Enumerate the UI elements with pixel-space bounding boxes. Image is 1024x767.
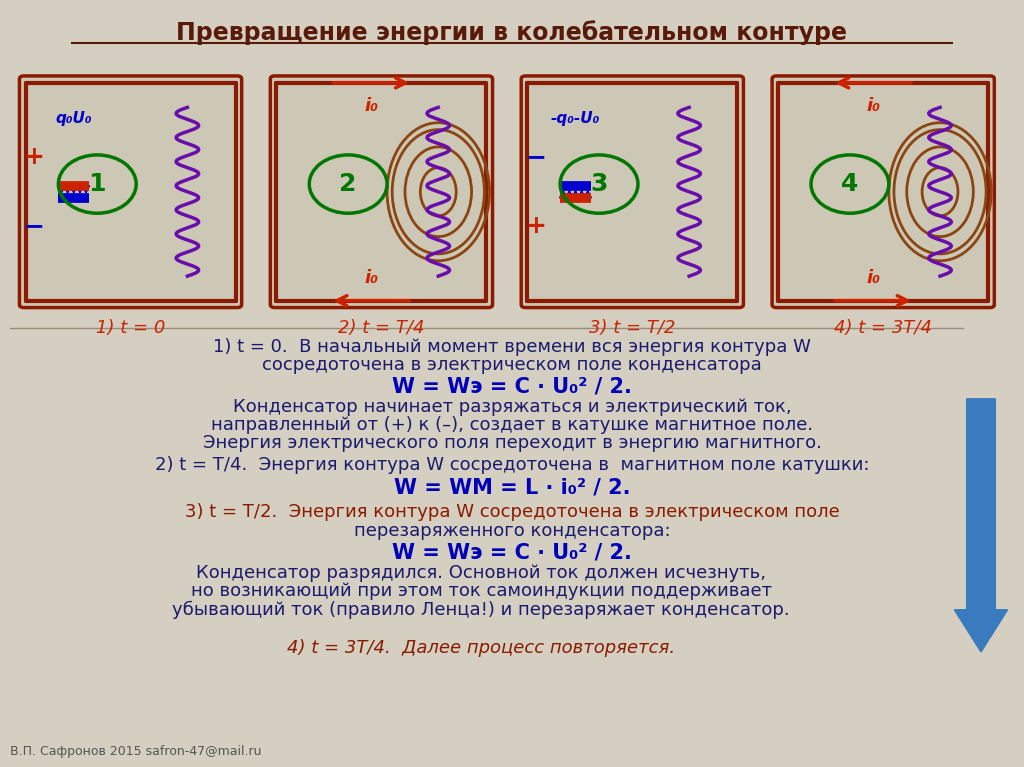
Text: 3) t = T/2: 3) t = T/2: [589, 319, 676, 337]
Text: 1) t = 0.  В начальный момент времени вся энергия контура W: 1) t = 0. В начальный момент времени вся…: [213, 337, 811, 356]
Text: W = WМ = L · i₀² / 2.: W = WМ = L · i₀² / 2.: [394, 478, 630, 498]
Text: сосредоточена в электрическом поле конденсатора: сосредоточена в электрическом поле конде…: [262, 356, 762, 374]
Text: 1: 1: [88, 172, 106, 196]
Text: 3: 3: [591, 172, 607, 196]
Text: −: −: [525, 145, 546, 170]
Text: i₀: i₀: [365, 97, 378, 115]
Text: но возникающий при этом ток самоиндукции поддерживает: но возникающий при этом ток самоиндукции…: [190, 582, 772, 601]
Text: В.П. Сафронов 2015 safron-47@mail.ru: В.П. Сафронов 2015 safron-47@mail.ru: [10, 745, 262, 758]
Text: 3) t = T/2.  Энергия контура W сосредоточена в электрическом поле: 3) t = T/2. Энергия контура W сосредоточ…: [184, 503, 840, 522]
Text: Конденсатор разрядился. Основной ток должен исчезнуть,: Конденсатор разрядился. Основной ток дол…: [197, 564, 766, 582]
Text: −: −: [24, 214, 44, 239]
Text: 4) t = 3T/4: 4) t = 3T/4: [835, 319, 932, 337]
Text: перезаряженного конденсатора:: перезаряженного конденсатора:: [353, 522, 671, 540]
Text: 2: 2: [340, 172, 356, 196]
Text: 2) t = T/4: 2) t = T/4: [338, 319, 425, 337]
FancyBboxPatch shape: [270, 76, 493, 308]
Text: q₀U₀: q₀U₀: [55, 111, 92, 127]
Text: убывающий ток (правило Ленца!) и перезаряжает конденсатор.: убывающий ток (правило Ленца!) и перезар…: [172, 601, 791, 619]
FancyBboxPatch shape: [772, 76, 994, 308]
Text: Энергия электрического поля переходит в энергию магнитного.: Энергия электрического поля переходит в …: [203, 434, 821, 453]
Text: +: +: [525, 214, 546, 239]
Text: направленный от (+) к (–), создает в катушке магнитное поле.: направленный от (+) к (–), создает в кат…: [211, 416, 813, 434]
Text: +: +: [24, 145, 44, 170]
FancyArrow shape: [954, 399, 1008, 652]
Text: 4: 4: [842, 172, 858, 196]
Text: i₀: i₀: [365, 268, 378, 287]
Text: Конденсатор начинает разряжаться и электрический ток,: Конденсатор начинает разряжаться и элект…: [232, 397, 792, 416]
Text: Превращение энергии в колебательном контуре: Превращение энергии в колебательном конт…: [176, 21, 848, 45]
Text: 4) t = 3T/4.  Далее процесс повторяется.: 4) t = 3T/4. Далее процесс повторяется.: [287, 639, 676, 657]
Text: 2) t = T/4.  Энергия контура W сосредоточена в  магнитном поле катушки:: 2) t = T/4. Энергия контура W сосредоточ…: [155, 456, 869, 474]
Text: i₀: i₀: [866, 97, 880, 115]
FancyBboxPatch shape: [521, 76, 743, 308]
FancyBboxPatch shape: [19, 76, 242, 308]
Text: W = Wэ = C · U₀² / 2.: W = Wэ = C · U₀² / 2.: [392, 542, 632, 562]
Text: i₀: i₀: [866, 268, 880, 287]
Text: W = Wэ = C · U₀² / 2.: W = Wэ = C · U₀² / 2.: [392, 377, 632, 397]
Text: -q₀-U₀: -q₀-U₀: [551, 111, 600, 127]
Text: 1) t = 0: 1) t = 0: [96, 319, 165, 337]
